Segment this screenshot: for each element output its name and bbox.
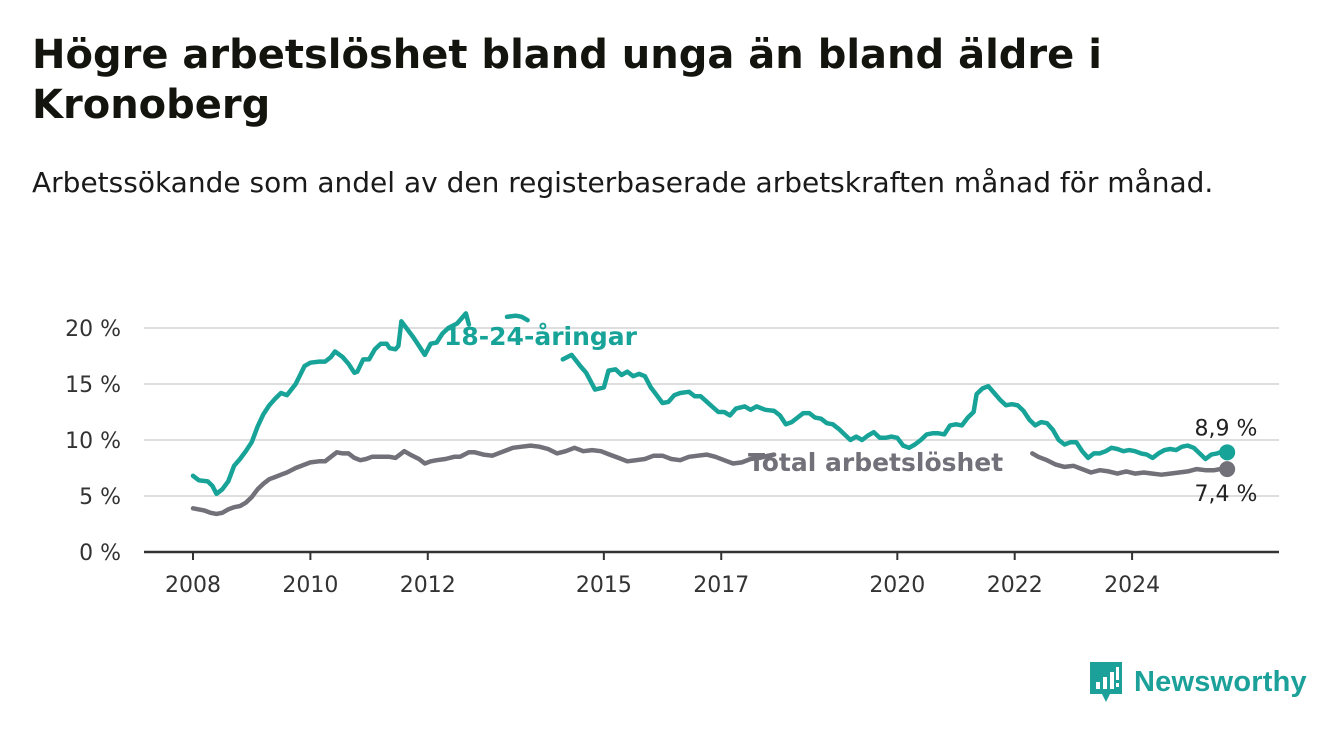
- x-tick-label: 2020: [869, 573, 925, 598]
- x-tick-label: 2012: [400, 573, 456, 598]
- youth-series-label: 18-24-åringar: [444, 322, 638, 351]
- youth-end-marker: [1219, 444, 1236, 461]
- total-end-marker: [1219, 461, 1236, 478]
- youth-end-value-label: 8,9 %: [1195, 416, 1258, 441]
- x-tick-label: 2008: [165, 573, 221, 598]
- x-tick-label: 2015: [576, 573, 632, 598]
- y-tick-label: 10 %: [65, 429, 121, 454]
- y-tick-label: 15 %: [65, 373, 121, 398]
- chart-title: Högre arbetslöshet bland unga än bland ä…: [32, 32, 1102, 128]
- x-tick-label: 2017: [693, 573, 749, 598]
- youth-series-line: [190, 311, 472, 497]
- youth-series-line: [504, 313, 530, 323]
- total-series-line: [1030, 451, 1230, 477]
- brand-name: Newsworthy: [1134, 665, 1307, 698]
- x-tick-label: 2022: [987, 573, 1043, 598]
- y-tick-label: 0 %: [79, 541, 121, 566]
- total-end-value-label: 7,4 %: [1195, 482, 1258, 507]
- newsworthy-logo-icon: [1090, 662, 1122, 702]
- brand-logo: Newsworthy: [1088, 660, 1307, 704]
- total-series-label: Total arbetslöshet: [748, 448, 1003, 477]
- youth-series-line: [560, 352, 1230, 462]
- total-series-line: [190, 443, 777, 517]
- y-tick-label: 20 %: [65, 317, 121, 342]
- x-tick-label: 2024: [1104, 573, 1160, 598]
- chart-subtitle: Arbetssökande som andel av den registerb…: [32, 166, 1214, 199]
- y-tick-label: 5 %: [79, 485, 121, 510]
- x-tick-label: 2010: [282, 573, 338, 598]
